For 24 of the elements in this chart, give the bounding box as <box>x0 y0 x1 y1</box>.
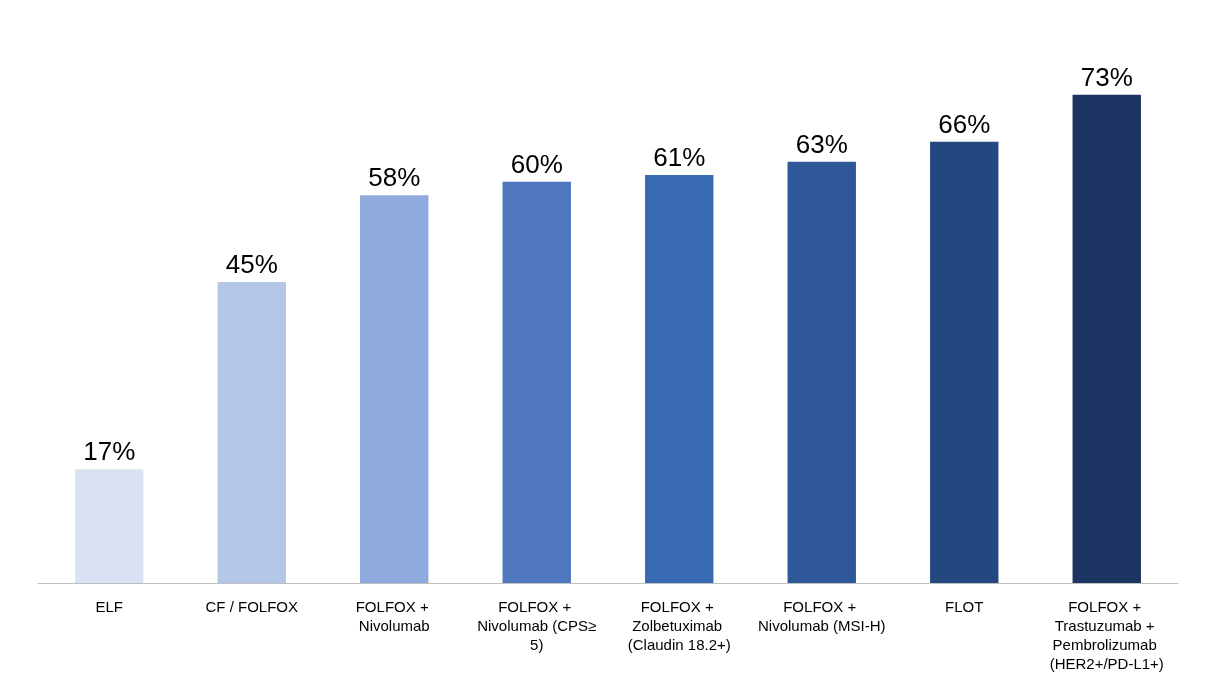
data-label: 58% <box>368 162 421 193</box>
bar <box>930 141 999 583</box>
data-label: 17% <box>83 436 136 467</box>
data-label: 66% <box>938 108 991 139</box>
data-label: 60% <box>510 148 563 179</box>
data-label: 73% <box>1080 61 1133 92</box>
x-tick-label: FOLFOX + Nivolumab <box>355 598 433 634</box>
data-label: 63% <box>795 128 848 159</box>
data-label: 45% <box>225 249 278 280</box>
data-label: 61% <box>653 142 706 173</box>
x-tick-label: FLOT <box>945 598 984 615</box>
x-tick-label: FOLFOX + Nivolumab (MSI-H) <box>757 598 886 634</box>
bar <box>502 181 571 583</box>
x-tick-label: ELF <box>95 598 124 615</box>
bar <box>645 175 714 583</box>
x-tick-label: CF / FOLFOX <box>205 598 299 615</box>
x-tick-label: FOLFOX + Nivolumab (CPS≥5) <box>477 598 597 653</box>
bar <box>75 469 144 583</box>
x-tick-label: FOLFOX + Trastuzumab + Pembrolizumab (HER2+/PD-L1+) <box>1049 598 1164 672</box>
x-tick-label: FOLFOX + Zolbetuximab (Claudin 18.2+) <box>627 598 731 653</box>
bar <box>360 195 429 583</box>
bar <box>787 161 856 583</box>
bar <box>1072 94 1141 583</box>
bar <box>217 282 286 583</box>
